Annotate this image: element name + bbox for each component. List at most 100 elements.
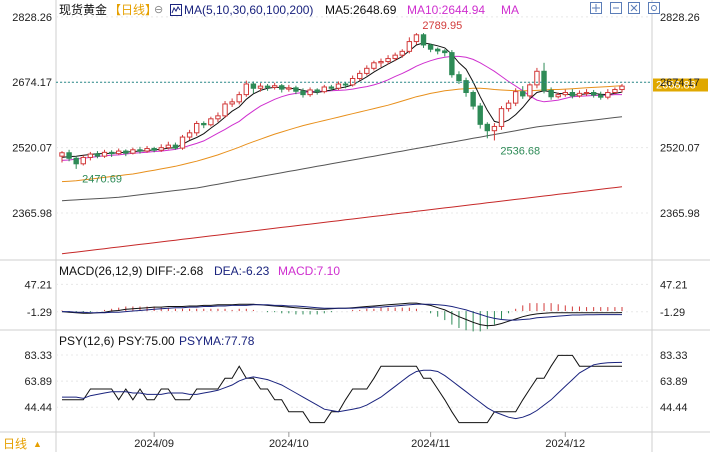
settings-icon[interactable]: [648, 2, 660, 14]
ma-label: MA(5,10,30,60,100,200): [184, 3, 314, 17]
macd-tick-label-left: 47.21: [24, 279, 52, 291]
period-bracket-open: 【: [109, 3, 122, 17]
candle-body: [123, 150, 129, 154]
crosshair-icon[interactable]: [590, 2, 602, 14]
candle-body: [505, 102, 512, 110]
candle-body: [576, 92, 583, 97]
macd-diff-value: DIFF:-2.68: [146, 264, 204, 278]
macd-title: MACD(26,12,9): [59, 264, 143, 278]
price-tick-label-right: 2674.17: [660, 77, 700, 89]
macd-dea-line: [62, 303, 622, 321]
candle-body: [229, 101, 235, 105]
candle-body: [137, 149, 143, 152]
price-tick-label-left: 2365.98: [12, 208, 52, 220]
candle-body: [449, 52, 455, 76]
candle-body: [264, 85, 271, 88]
last-price-badge: [653, 78, 708, 92]
candle-body: [300, 90, 306, 96]
candle-body: [385, 58, 391, 63]
candle-body: [392, 54, 398, 60]
candle-body: [116, 150, 122, 155]
collapse-icon[interactable]: ⊖: [154, 4, 164, 16]
candle-body: [605, 92, 611, 98]
psy-line: [62, 354, 622, 424]
period-label: 日线: [121, 3, 146, 17]
candle-body: [569, 92, 576, 97]
psy-tick-label-right: 63.89: [660, 376, 688, 388]
candle-body: [151, 148, 157, 151]
psy-tick-label-left: 63.89: [24, 376, 52, 388]
ma-more: MA: [501, 3, 519, 17]
footer-expand-icon[interactable]: ▲: [33, 439, 42, 449]
candle-body: [108, 151, 115, 155]
candle-body: [87, 153, 94, 158]
psy-value: PSY:75.00: [118, 334, 175, 348]
candle-body: [186, 132, 193, 138]
candle-body: [293, 87, 299, 92]
candle-body: [590, 92, 597, 96]
candle-body: [619, 85, 625, 91]
candle-body: [520, 91, 526, 97]
candle-body: [364, 67, 370, 74]
candle-body: [321, 86, 327, 93]
candle-body: [201, 122, 207, 126]
candle-body: [307, 89, 313, 96]
axis-labels: 2828.26 2828.26 2674.17 2674.17 2520.07 2520.…: [12, 12, 700, 450]
candle-body: [562, 92, 568, 96]
candle-body: [512, 91, 519, 104]
candle-body: [208, 118, 214, 126]
price-annotation: 2789.95: [422, 20, 462, 32]
price-tick-label-left: 2674.17: [12, 77, 52, 89]
candle-body: [598, 94, 604, 98]
minimize-icon[interactable]: [610, 2, 622, 14]
candle-body: [144, 148, 150, 152]
x-tick-label: 2024/11: [411, 438, 450, 450]
psyma-line: [62, 361, 623, 420]
candle-body: [371, 62, 377, 69]
x-tick-label: 2024/09: [134, 438, 174, 450]
ma-settings-icon[interactable]: [170, 4, 182, 16]
psy-tick-label-left: 83.33: [24, 350, 52, 362]
psy-tick-label-left: 44.44: [24, 402, 52, 414]
candle-body: [477, 105, 483, 125]
psy-tick-label-right: 83.33: [660, 350, 688, 362]
price-annotation: 2536.68: [500, 146, 540, 158]
price-tick-label-left: 2828.26: [12, 12, 52, 24]
candle-body: [470, 92, 476, 107]
candle-body: [243, 83, 250, 96]
candle-body: [328, 86, 335, 89]
candle-body: [420, 34, 427, 46]
macd-histogram-value: MACD:7.10: [278, 264, 341, 278]
candle-body: [399, 50, 405, 56]
candle-body: [172, 144, 179, 149]
candle-body: [193, 122, 200, 134]
macd-tick-label-right: -1.29: [660, 307, 685, 319]
period-selector[interactable]: 【日线】: [109, 3, 157, 17]
candle-body: [378, 61, 384, 64]
candle-body: [222, 103, 228, 117]
candle-body: [442, 50, 448, 54]
psy-panel: [56, 354, 652, 424]
candle-body: [130, 149, 136, 154]
price-tick-label-right: 2365.98: [660, 208, 700, 220]
candle-body: [158, 147, 164, 151]
ma200-line: [61, 186, 623, 255]
footer-period-label[interactable]: 日线: [3, 437, 28, 451]
candle-body: [406, 41, 413, 52]
candle-body: [250, 83, 257, 89]
price-tick-label-right: 2828.26: [660, 12, 700, 24]
macd-tick-label-left: -1.29: [27, 307, 52, 319]
candle-body: [527, 84, 533, 97]
candle-body: [215, 115, 221, 120]
psy-title: PSY(12,6): [59, 334, 115, 348]
candle-body: [179, 136, 186, 149]
close-icon[interactable]: [628, 2, 640, 14]
candle-body: [342, 83, 349, 86]
candlestick-series: [59, 33, 625, 169]
candle-body: [484, 123, 491, 132]
period-bracket-close: 】: [145, 3, 158, 17]
macd-diff-line: [61, 302, 623, 327]
price-annotations: 2668.86 2789.95 2536.68 2470.69: [56, 20, 708, 186]
